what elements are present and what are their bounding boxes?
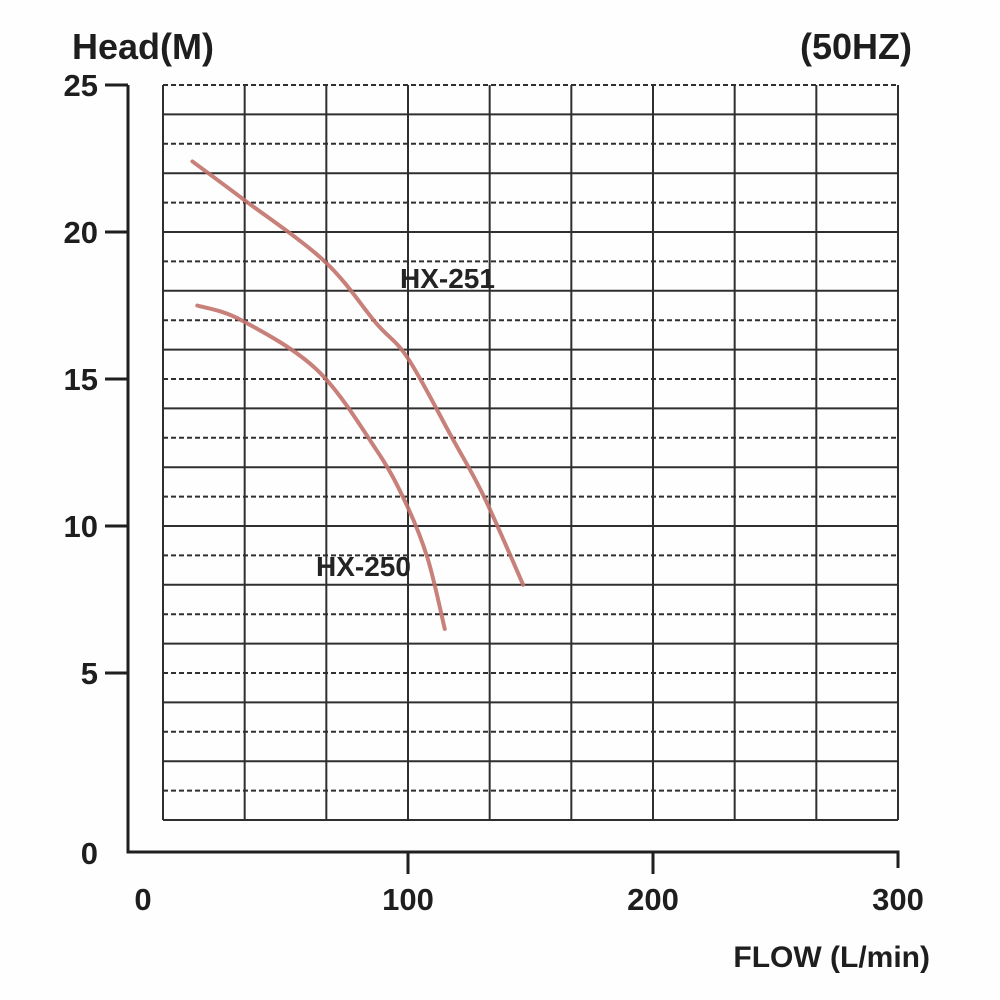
x-tick-label-100: 100 — [382, 882, 434, 917]
y-tick-label-15: 15 — [63, 362, 98, 397]
frequency-label: (50HZ) — [799, 26, 912, 67]
curve-label-hx-251: HX-251 — [400, 263, 495, 294]
x-tick-label-300: 300 — [872, 882, 924, 917]
x-tick-marks — [406, 852, 655, 874]
curve-hx-250 — [195, 303, 447, 631]
y-tick-marks — [105, 83, 128, 675]
y-tick-label-25: 25 — [63, 68, 98, 103]
curve-hx-251 — [190, 159, 526, 587]
x-tick-label-200: 200 — [627, 882, 679, 917]
x-axis-title: FLOW (L/min) — [733, 941, 930, 974]
y-tick-label-20: 20 — [63, 215, 98, 250]
curve-label-hx-250: HX-250 — [316, 551, 411, 582]
y-axis-title: Head(M) — [72, 26, 214, 67]
grid-lines — [162, 84, 899, 821]
y-tick-label-10: 10 — [63, 509, 98, 544]
axis-spines — [126, 85, 900, 868]
y-tick-label-5: 5 — [80, 656, 98, 691]
x-tick-label-0: 0 — [134, 882, 152, 917]
y-tick-label-0: 0 — [80, 836, 98, 871]
